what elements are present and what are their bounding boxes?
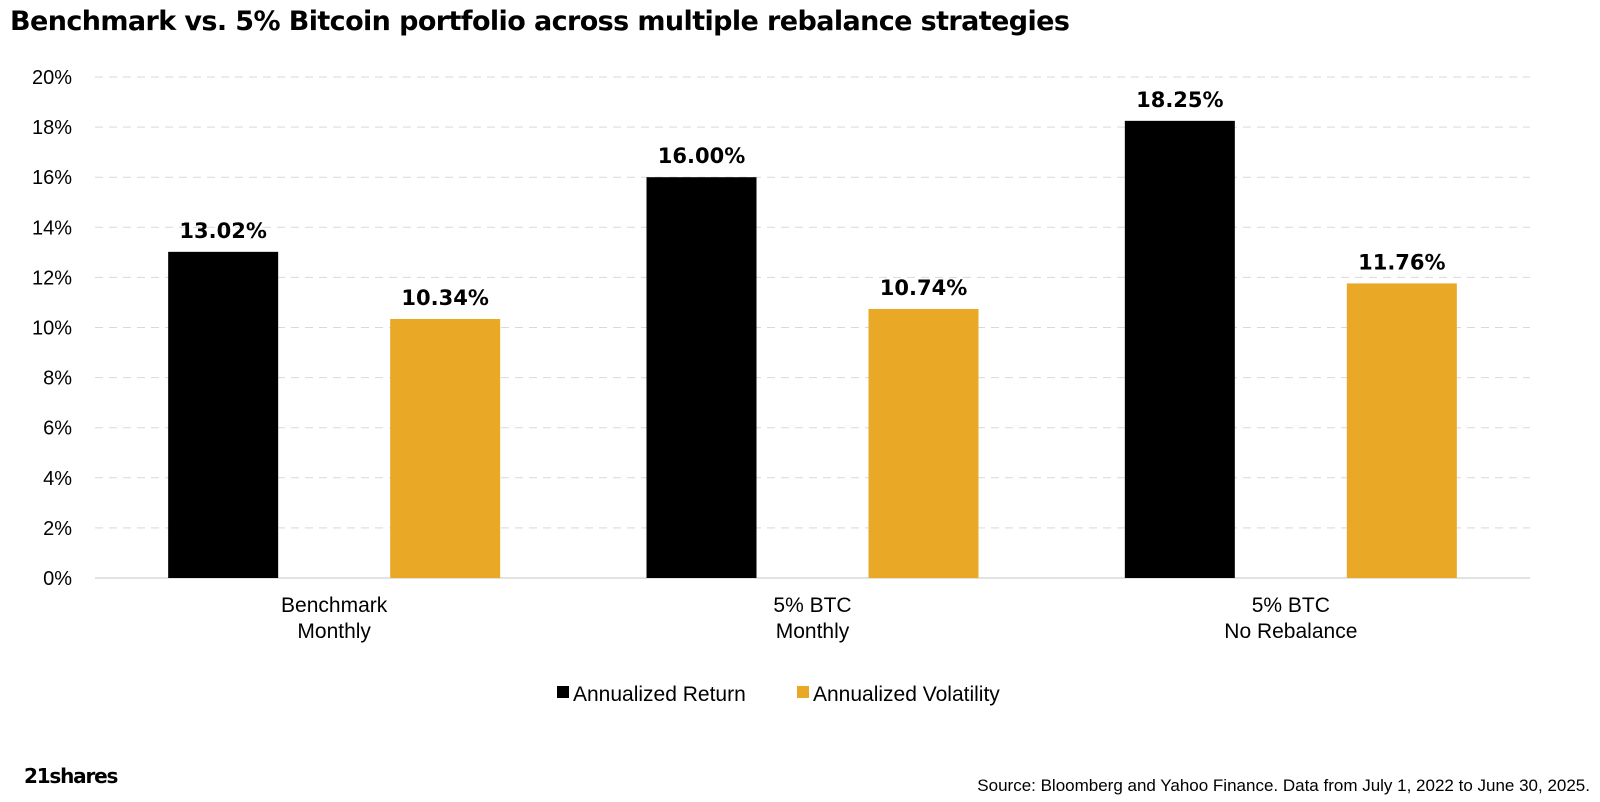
x-tick-label: 5% BTC	[1252, 594, 1330, 617]
y-tick-label: 8%	[43, 368, 72, 390]
y-tick-label: 4%	[43, 468, 72, 490]
x-tick-label: No Rebalance	[1224, 620, 1357, 643]
y-tick-label: 14%	[32, 217, 72, 239]
bar-volatility	[1346, 283, 1457, 578]
data-label: 13.02%	[179, 219, 266, 243]
bar-volatility	[390, 318, 501, 578]
legend-swatch	[557, 686, 569, 698]
x-tick-label: Monthly	[297, 620, 371, 643]
y-tick-label: 0%	[43, 568, 72, 590]
y-tick-label: 18%	[32, 117, 72, 139]
x-tick-label: Monthly	[776, 620, 850, 643]
y-tick-label: 12%	[32, 267, 72, 289]
y-tick-label: 16%	[32, 167, 72, 189]
bar-return	[168, 251, 279, 578]
legend-label: Annualized Volatility	[813, 683, 1000, 706]
data-label: 18.25%	[1136, 88, 1223, 112]
brand-logo: 21shares	[24, 764, 118, 788]
bar-return	[646, 177, 757, 578]
chart-title: Benchmark vs. 5% Bitcoin portfolio acros…	[10, 6, 1070, 37]
y-tick-label: 10%	[32, 318, 72, 340]
legend-swatch	[797, 686, 809, 698]
bar-return	[1124, 120, 1235, 579]
y-tick-label: 20%	[32, 67, 72, 89]
x-tick-label: Benchmark	[281, 594, 388, 617]
y-tick-label: 6%	[43, 418, 72, 440]
data-label: 10.34%	[401, 286, 488, 310]
source-note: Source: Bloomberg and Yahoo Finance. Dat…	[977, 776, 1590, 795]
data-label: 10.74%	[880, 276, 967, 300]
y-tick-label: 2%	[43, 518, 72, 540]
legend-label: Annualized Return	[573, 683, 746, 706]
bar-chart: 0% 2% 4% 6% 8% 10% 12% 14% 16% 18% 20% 13.02% 10.34%…	[32, 67, 1530, 706]
x-tick-label: 5% BTC	[773, 594, 851, 617]
data-label: 16.00%	[658, 144, 745, 168]
data-label: 11.76%	[1358, 250, 1445, 274]
bar-volatility	[868, 308, 979, 578]
